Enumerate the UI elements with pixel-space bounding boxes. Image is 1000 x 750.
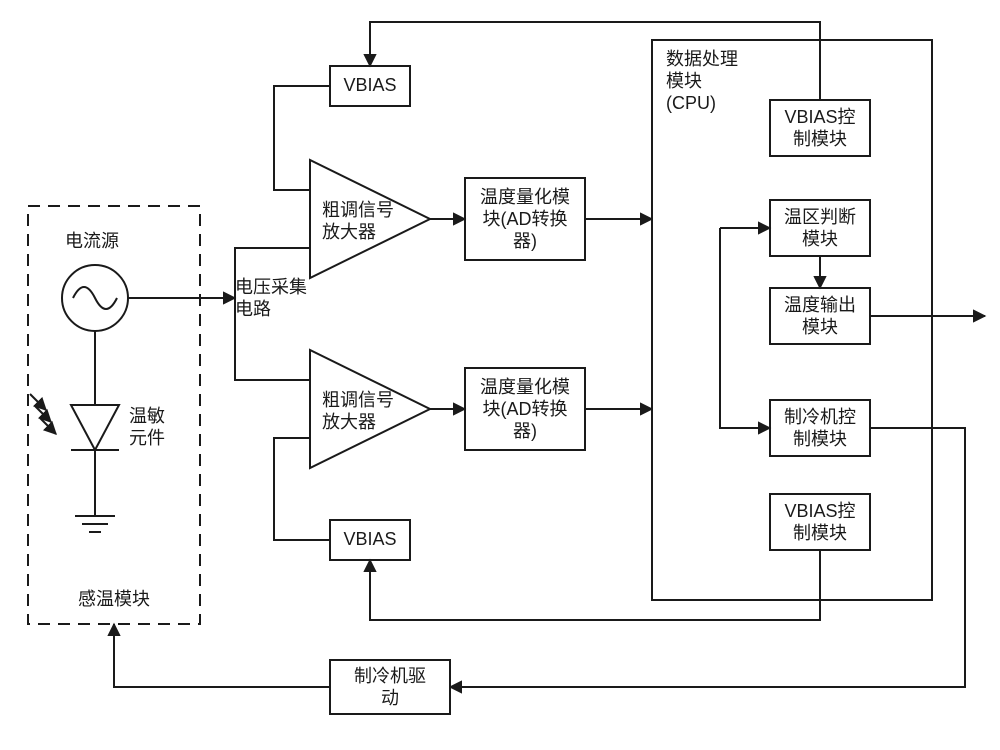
- svg-text:粗调信号: 粗调信号: [322, 390, 394, 410]
- svg-text:制模块: 制模块: [793, 429, 847, 449]
- svg-text:数据处理: 数据处理: [666, 49, 738, 69]
- svg-text:电压采集: 电压采集: [235, 277, 307, 297]
- svg-text:模块: 模块: [802, 229, 838, 249]
- svg-text:器): 器): [513, 231, 537, 251]
- svg-text:制模块: 制模块: [793, 523, 847, 543]
- svg-text:VBIAS: VBIAS: [343, 75, 396, 95]
- svg-text:动: 动: [381, 688, 399, 708]
- svg-text:制冷机控: 制冷机控: [784, 407, 856, 427]
- svg-text:(CPU): (CPU): [666, 93, 716, 113]
- svg-text:电流源: 电流源: [65, 231, 119, 251]
- svg-text:温度量化模: 温度量化模: [480, 187, 570, 207]
- svg-text:温度量化模: 温度量化模: [480, 377, 570, 397]
- svg-text:块(AD转换: 块(AD转换: [483, 399, 568, 419]
- svg-text:VBIAS: VBIAS: [343, 529, 396, 549]
- svg-text:温度输出: 温度输出: [784, 295, 856, 315]
- block-diagram: 感温模块电流源温敏元件电压采集电路VBIASVBIAS粗调信号放大器粗调信号放大…: [0, 0, 1000, 745]
- svg-text:元件: 元件: [129, 428, 165, 448]
- svg-text:温区判断: 温区判断: [784, 207, 856, 227]
- svg-text:制模块: 制模块: [793, 129, 847, 149]
- svg-text:VBIAS控: VBIAS控: [784, 107, 855, 127]
- svg-text:VBIAS控: VBIAS控: [784, 501, 855, 521]
- svg-text:感温模块: 感温模块: [78, 589, 150, 609]
- svg-text:放大器: 放大器: [322, 222, 376, 242]
- svg-text:制冷机驱: 制冷机驱: [354, 666, 426, 686]
- svg-text:模块: 模块: [666, 71, 702, 91]
- svg-text:放大器: 放大器: [322, 412, 376, 432]
- svg-text:块(AD转换: 块(AD转换: [483, 209, 568, 229]
- svg-text:器): 器): [513, 421, 537, 441]
- svg-text:电路: 电路: [235, 299, 271, 319]
- svg-text:温敏: 温敏: [129, 406, 165, 426]
- svg-text:粗调信号: 粗调信号: [322, 200, 394, 220]
- svg-text:模块: 模块: [802, 317, 838, 337]
